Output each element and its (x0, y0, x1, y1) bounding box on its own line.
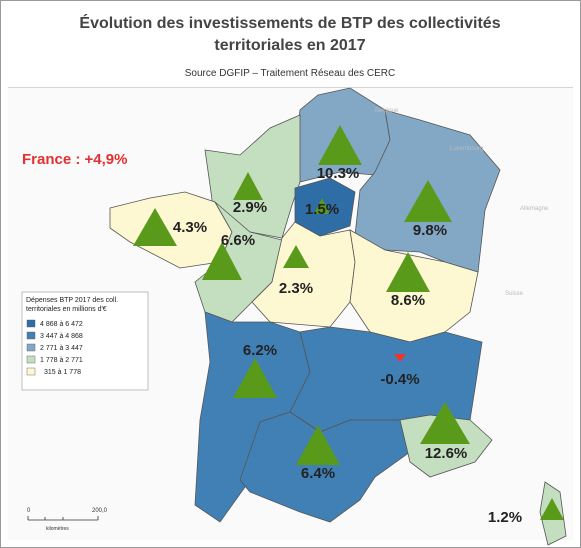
legend-item: 315 à 1 778 (44, 369, 81, 376)
legend-box (21, 291, 149, 391)
region-label: 12.6% (425, 445, 468, 462)
legend-item: 1 778 à 2 771 (40, 357, 83, 364)
region-labels: 10.3% 2.9% 1.5% 9.8% 4.3% 6.6% 2.3% 8.6%… (173, 165, 522, 526)
scale-bar: 0 200,0 kilomètres (27, 508, 108, 532)
legend-swatch (26, 355, 36, 364)
legend-title: territoriales en millions d'€ (26, 306, 107, 313)
region-label: 1.2% (488, 509, 522, 526)
region-label: 4.3% (173, 219, 207, 236)
country-label: Belgique (375, 108, 399, 114)
legend-item: 4 868 à 6 472 (40, 321, 83, 328)
scale-label: 200,0 (92, 508, 108, 514)
region-label: 8.6% (391, 292, 425, 309)
decline-marker (394, 354, 406, 362)
legend-swatch (26, 343, 36, 352)
triangle (386, 252, 430, 292)
legend: Dépenses BTP 2017 des coll. territoriale… (21, 291, 149, 391)
region-label: 2.9% (233, 199, 267, 216)
scale-unit: kilomètres (46, 526, 69, 532)
legend-swatch (26, 367, 36, 376)
region-label: 9.8% (413, 222, 447, 239)
country-label: Suisse (505, 291, 524, 297)
country-label: Allemagne (520, 206, 549, 212)
triangle (420, 402, 470, 444)
triangle (233, 358, 277, 398)
scale-label: 0 (27, 508, 31, 514)
region (399, 414, 493, 478)
region-label: 1.5% (305, 201, 339, 218)
region-label: 2.3% (279, 280, 313, 297)
triangle (133, 208, 177, 246)
triangle (233, 172, 263, 200)
triangles (133, 125, 564, 520)
region-label: 6.6% (221, 232, 255, 249)
legend-item: 2 771 à 3 447 (40, 345, 83, 352)
legend-title: Dépenses BTP 2017 des coll. (26, 297, 118, 304)
legend-swatch (26, 331, 36, 340)
triangle (404, 180, 452, 222)
title: Évolution des investissements de BTP des… (79, 13, 500, 32)
triangle (283, 245, 309, 268)
triangle (314, 198, 330, 214)
france-total: France : +4,9% (22, 151, 127, 168)
triangle (202, 242, 242, 280)
triangle (318, 125, 362, 165)
region-label: 6.4% (301, 465, 335, 482)
triangle (296, 425, 340, 465)
region-label: 10.3% (317, 165, 360, 182)
legend-item: 3 447 à 4 868 (40, 333, 83, 340)
region-label: -0.4% (380, 371, 419, 388)
title: territoriales en 2017 (214, 37, 365, 54)
legend-swatch (26, 319, 36, 328)
triangle (540, 498, 564, 520)
region-label: 6.2% (243, 342, 277, 359)
country-label: Luxembourg (450, 146, 483, 152)
source: Source DGFIP – Traitement Réseau des CER… (185, 68, 395, 79)
